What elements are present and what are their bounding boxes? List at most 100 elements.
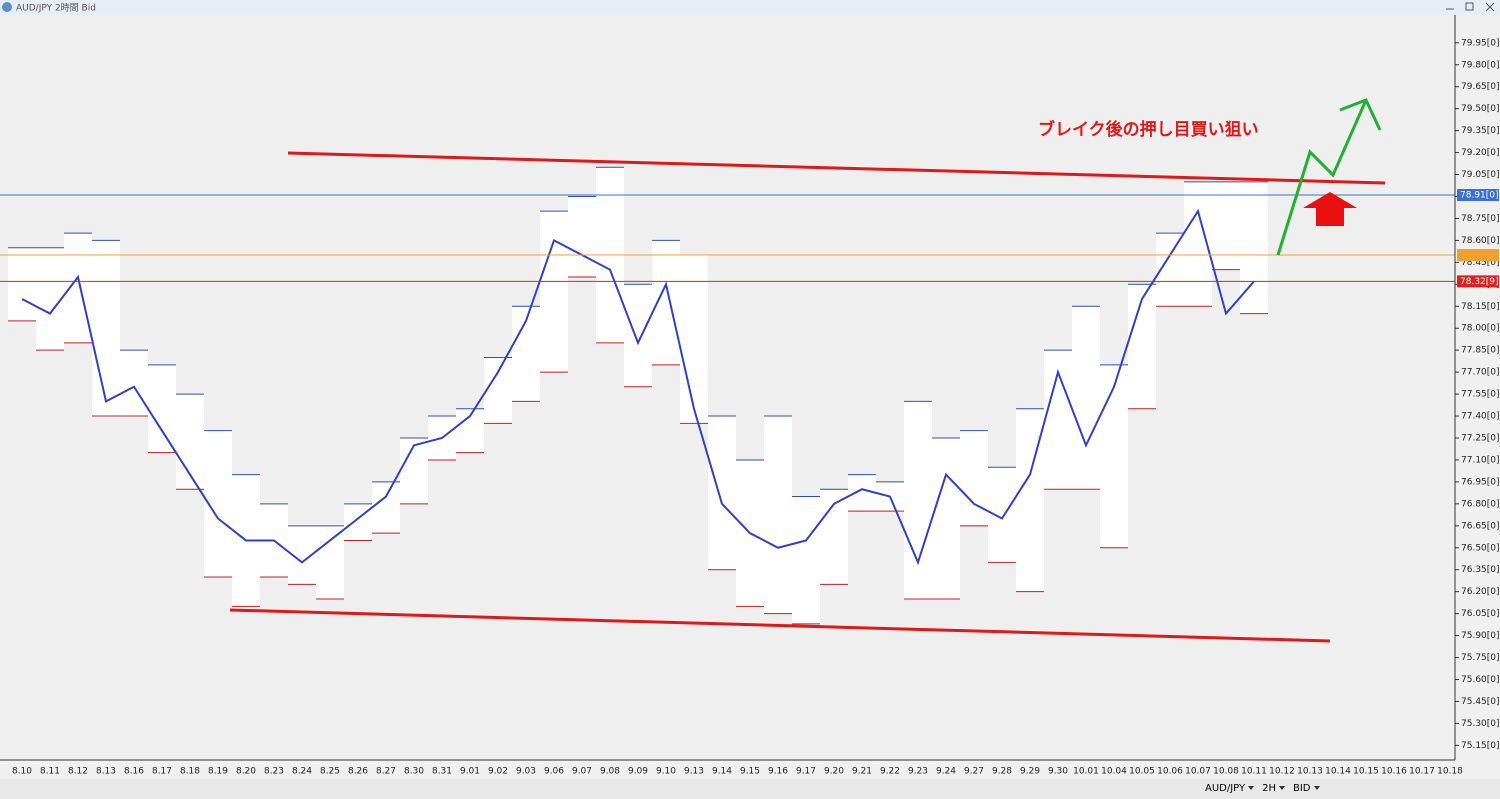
x-tick-label: 9.13 (684, 767, 704, 777)
y-tick-label: 78.15[0] (1461, 302, 1500, 312)
timeframe-select[interactable]: 2H (1262, 783, 1285, 794)
x-tick-label: 10.13 (1297, 767, 1323, 777)
price-tag (1457, 189, 1499, 202)
x-tick-label: 8.26 (348, 767, 368, 777)
close-line (21, 208, 1255, 566)
support-line (229, 608, 1331, 643)
x-tick-label: 8.31 (432, 767, 452, 777)
y-tick-label: 75.45[0] (1461, 697, 1500, 707)
x-tick-label: 10.06 (1157, 767, 1183, 777)
day-range (708, 416, 736, 570)
window-buttons[interactable] (1446, 2, 1495, 12)
x-tick-label: 9.20 (824, 767, 844, 777)
axes: 75.15[0] 75.30[0] 75.45[0] 75.60[0] 75.75[0]… (12, 38, 1500, 776)
y-tick-label: 78.00[0] (1461, 324, 1500, 334)
y-tick-label: 75.15[0] (1461, 741, 1500, 751)
x-tick-label: 8.10 (12, 767, 32, 777)
y-tick-label: 78.75[0] (1461, 214, 1500, 224)
day-range (120, 350, 148, 417)
x-tick-label: 8.25 (320, 767, 340, 777)
y-tick-label: 77.40[0] (1461, 412, 1500, 422)
y-tick-label: 79.35[0] (1461, 126, 1500, 136)
x-tick-label: 9.28 (992, 767, 1012, 777)
day-range (1128, 284, 1156, 409)
x-tick-label: 8.20 (236, 767, 256, 777)
y-tick-label: 75.60[0] (1461, 675, 1500, 685)
x-tick-label: 10.12 (1269, 767, 1295, 777)
x-tick-label: 10.05 (1129, 767, 1155, 777)
y-tick-label: 79.95[0] (1461, 38, 1500, 48)
forecast-arrow (1276, 99, 1368, 256)
x-tick-label: 10.01 (1073, 767, 1099, 777)
day-range (400, 437, 428, 504)
plot-area (0, 15, 1455, 760)
day-range (316, 525, 344, 599)
day-range (904, 401, 932, 599)
x-tick-label: 10.16 (1381, 767, 1407, 777)
price-select[interactable]: BID (1293, 783, 1320, 794)
y-tick-label: 75.90[0] (1461, 631, 1500, 641)
symbol-select[interactable]: AUD/JPY (1205, 783, 1254, 794)
forecast-arrowhead (1339, 98, 1382, 131)
x-tick-label: 9.24 (936, 767, 956, 777)
price-tag (1457, 275, 1499, 288)
title-bar (0, 0, 1500, 15)
y-tick-label: 75.30[0] (1461, 719, 1500, 729)
x-tick-label: 9.15 (740, 767, 760, 777)
x-tick-label: 9.29 (1020, 767, 1040, 777)
day-range (1100, 364, 1128, 548)
x-tick-label: 9.02 (488, 767, 508, 777)
price-tag-label: 78.32[9] (1460, 277, 1499, 287)
x-tick-label: 10.08 (1213, 767, 1239, 777)
x-tick-label: 8.27 (376, 767, 396, 777)
day-range (344, 503, 372, 541)
y-tick-label: 79.80[0] (1461, 60, 1500, 70)
day-range (372, 481, 400, 534)
day-range (792, 496, 820, 624)
x-tick-label: 9.01 (460, 767, 480, 777)
x-tick-label: 10.18 (1437, 767, 1463, 777)
x-tick-label: 8.11 (40, 767, 60, 777)
y-tick-label: 78.60[0] (1461, 236, 1500, 246)
x-tick-label: 9.22 (880, 767, 900, 777)
x-tick-label: 9.08 (600, 767, 620, 777)
x-tick-label: 8.17 (152, 767, 172, 777)
x-tick-label: 9.23 (908, 767, 928, 777)
x-tick-label: 9.03 (516, 767, 536, 777)
x-tick-label: 8.19 (208, 767, 228, 777)
x-tick-label: 9.07 (572, 767, 592, 777)
window-title: AUD/JPY 2時間 Bid (16, 3, 96, 14)
day-range (1072, 306, 1100, 490)
day-range (624, 284, 652, 387)
day-range (932, 437, 960, 599)
x-tick-label: 10.04 (1101, 767, 1127, 777)
day-range (92, 240, 120, 417)
x-tick-label: 9.21 (852, 767, 872, 777)
x-tick-label: 10.11 (1241, 767, 1267, 777)
x-tick-label: 8.18 (180, 767, 200, 777)
day-range (680, 255, 708, 424)
x-tick-label: 9.06 (544, 767, 564, 777)
x-tick-label: 10.15 (1353, 767, 1379, 777)
annotation: ブレイク後の押し目買い狙い (1038, 119, 1259, 140)
day-range (484, 357, 512, 424)
y-tick-label: 76.20[0] (1461, 587, 1500, 597)
day-range (148, 364, 176, 453)
x-tick-label: 10.14 (1325, 767, 1351, 777)
x-tick-label: 8.13 (96, 767, 116, 777)
y-tick-label: 76.65[0] (1461, 521, 1500, 531)
price-tag (1457, 249, 1499, 262)
x-tick-label: 9.09 (628, 767, 648, 777)
x-tick-label: 9.14 (712, 767, 732, 777)
y-tick-label: 77.10[0] (1461, 455, 1500, 465)
day-range (960, 430, 988, 526)
buy-arrow (1303, 192, 1357, 226)
day-range (36, 247, 64, 351)
plot (0, 166, 1455, 625)
y-tick-label: 77.25[0] (1461, 433, 1500, 443)
x-tick-label: 8.30 (404, 767, 424, 777)
x-tick-label: 8.16 (124, 767, 144, 777)
day-range (764, 416, 792, 614)
x-tick-label: 10.07 (1185, 767, 1211, 777)
day-range (568, 196, 596, 277)
